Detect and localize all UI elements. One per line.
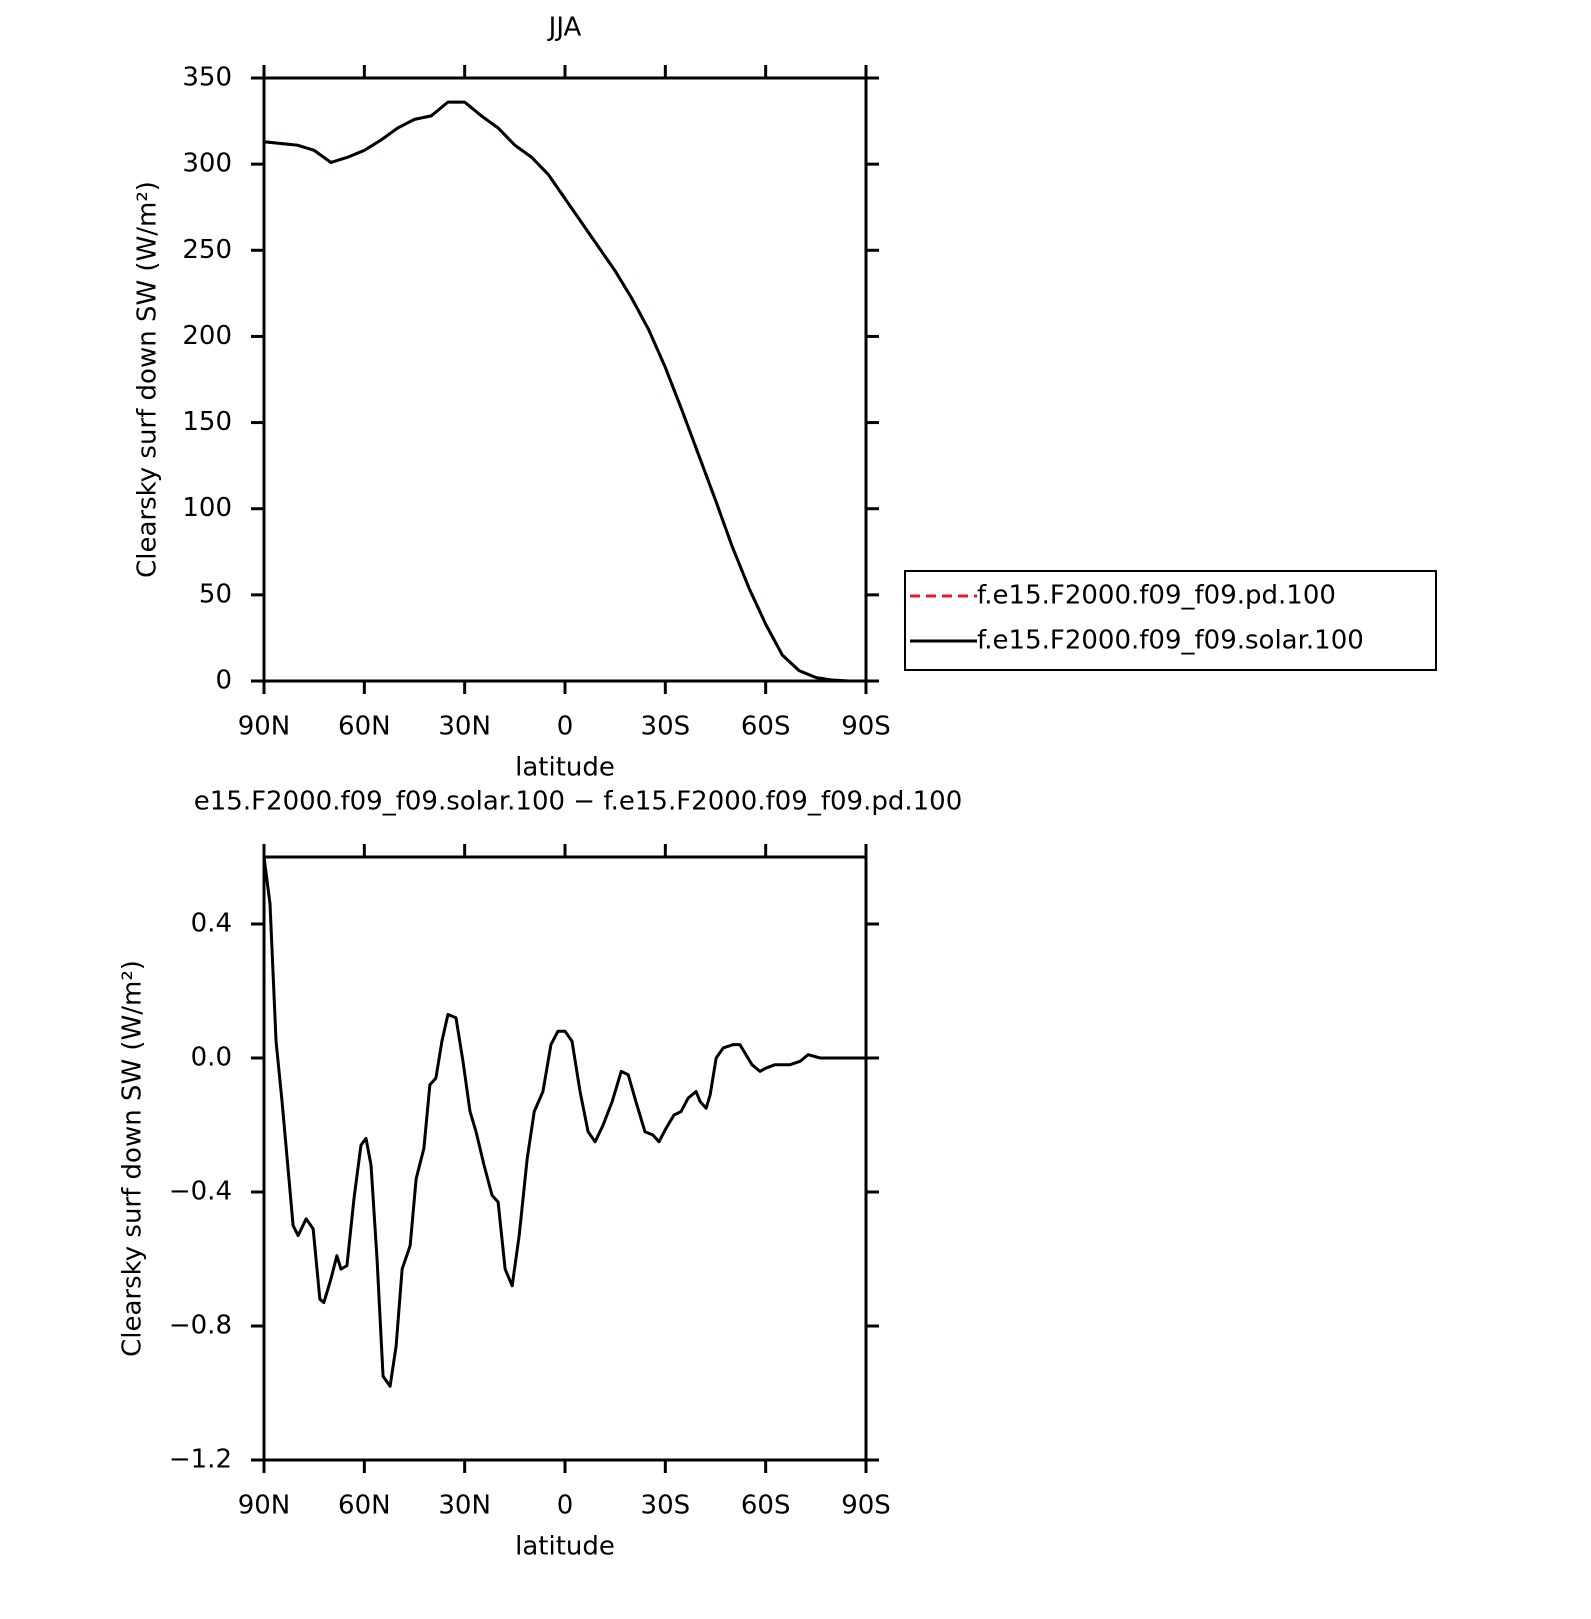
- y-tick-label: 50: [199, 579, 232, 609]
- data-line: [262, 856, 866, 1388]
- x-tick-label: 90S: [841, 1491, 891, 1521]
- y-tick-label: −1.2: [169, 1445, 232, 1475]
- chart-title: JJA: [547, 13, 582, 43]
- x-tick-label: 30S: [641, 712, 691, 742]
- y-tick-label: 200: [182, 321, 232, 351]
- x-tick-label: 60S: [741, 1491, 791, 1521]
- y-axis-label: Clearsky surf down SW (W/m²): [118, 960, 148, 1357]
- x-axis-label: latitude: [515, 753, 615, 783]
- plot-frame: [262, 76, 868, 683]
- x-tick-label: 0: [557, 712, 574, 742]
- y-tick-label: 0.0: [191, 1043, 232, 1073]
- y-tick-label: −0.8: [169, 1311, 232, 1341]
- chart-title: e15.F2000.f09_f09.solar.100 − f.e15.F200…: [194, 787, 963, 817]
- x-tick-label: 60N: [338, 1491, 391, 1521]
- y-tick-label: 150: [182, 407, 232, 437]
- x-tick-label: 90N: [238, 712, 291, 742]
- legend-label: f.e15.F2000.f09_f09.pd.100: [977, 581, 1336, 611]
- data-line: [263, 100, 866, 683]
- y-tick-label: 0: [215, 666, 232, 696]
- y-tick-label: −0.4: [169, 1177, 232, 1207]
- y-axis-label: Clearsky surf down SW (W/m²): [133, 181, 163, 578]
- x-tick-label: 60N: [338, 712, 391, 742]
- y-tick-label: 250: [182, 235, 232, 265]
- y-tick-label: 300: [182, 149, 232, 179]
- x-tick-label: 60S: [741, 712, 791, 742]
- y-tick-label: 0.4: [191, 909, 232, 939]
- x-tick-label: 30S: [641, 1491, 691, 1521]
- legend-box: [904, 570, 1437, 671]
- x-tick-label: 0: [557, 1491, 574, 1521]
- plot-frame: [262, 855, 868, 1462]
- legend-label: f.e15.F2000.f09_f09.solar.100: [977, 626, 1364, 656]
- y-tick-label: 350: [182, 63, 232, 93]
- y-tick-label: 100: [182, 493, 232, 523]
- x-tick-label: 90N: [238, 1491, 291, 1521]
- x-tick-label: 90S: [841, 712, 891, 742]
- x-tick-label: 30N: [438, 712, 491, 742]
- x-tick-label: 30N: [438, 1491, 491, 1521]
- x-axis-label: latitude: [515, 1532, 615, 1562]
- data-line: [263, 100, 866, 683]
